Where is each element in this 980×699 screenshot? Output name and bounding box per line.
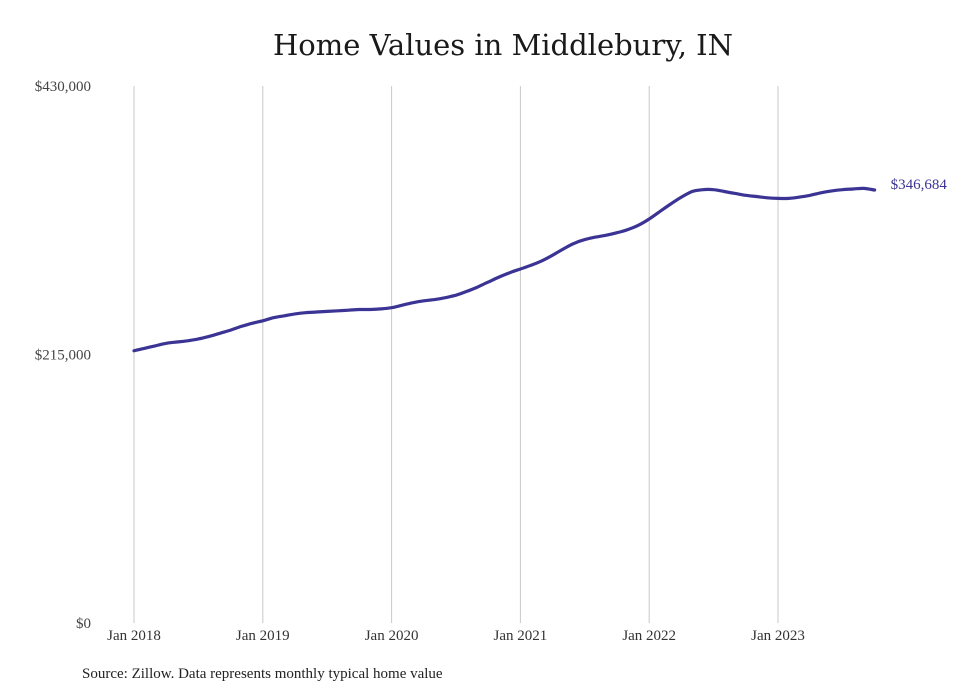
y-tick-label: $0 (76, 616, 91, 632)
source-note: Source: Zillow. Data represents monthly … (82, 666, 443, 682)
end-value-label: $346,684 (891, 177, 948, 193)
x-tick-label: Jan 2018 (107, 628, 161, 644)
y-tick-label: $430,000 (35, 79, 91, 95)
gridlines (133, 86, 779, 623)
chart-title: Home Values in Middlebury, IN (272, 28, 734, 62)
x-tick-label: Jan 2022 (622, 628, 676, 644)
y-axis-labels: $0 $215,000 $430,000 (35, 79, 91, 632)
home-value-line (132, 186, 877, 353)
x-tick-label: Jan 2019 (236, 628, 290, 644)
x-tick-label: Jan 2020 (365, 628, 419, 644)
x-tick-label: Jan 2023 (751, 628, 805, 644)
x-axis-labels: Jan 2018 Jan 2019 Jan 2020 Jan 2021 Jan 2022… (107, 628, 805, 644)
x-tick-label: Jan 2021 (494, 628, 548, 644)
y-tick-label: $215,000 (35, 348, 91, 364)
